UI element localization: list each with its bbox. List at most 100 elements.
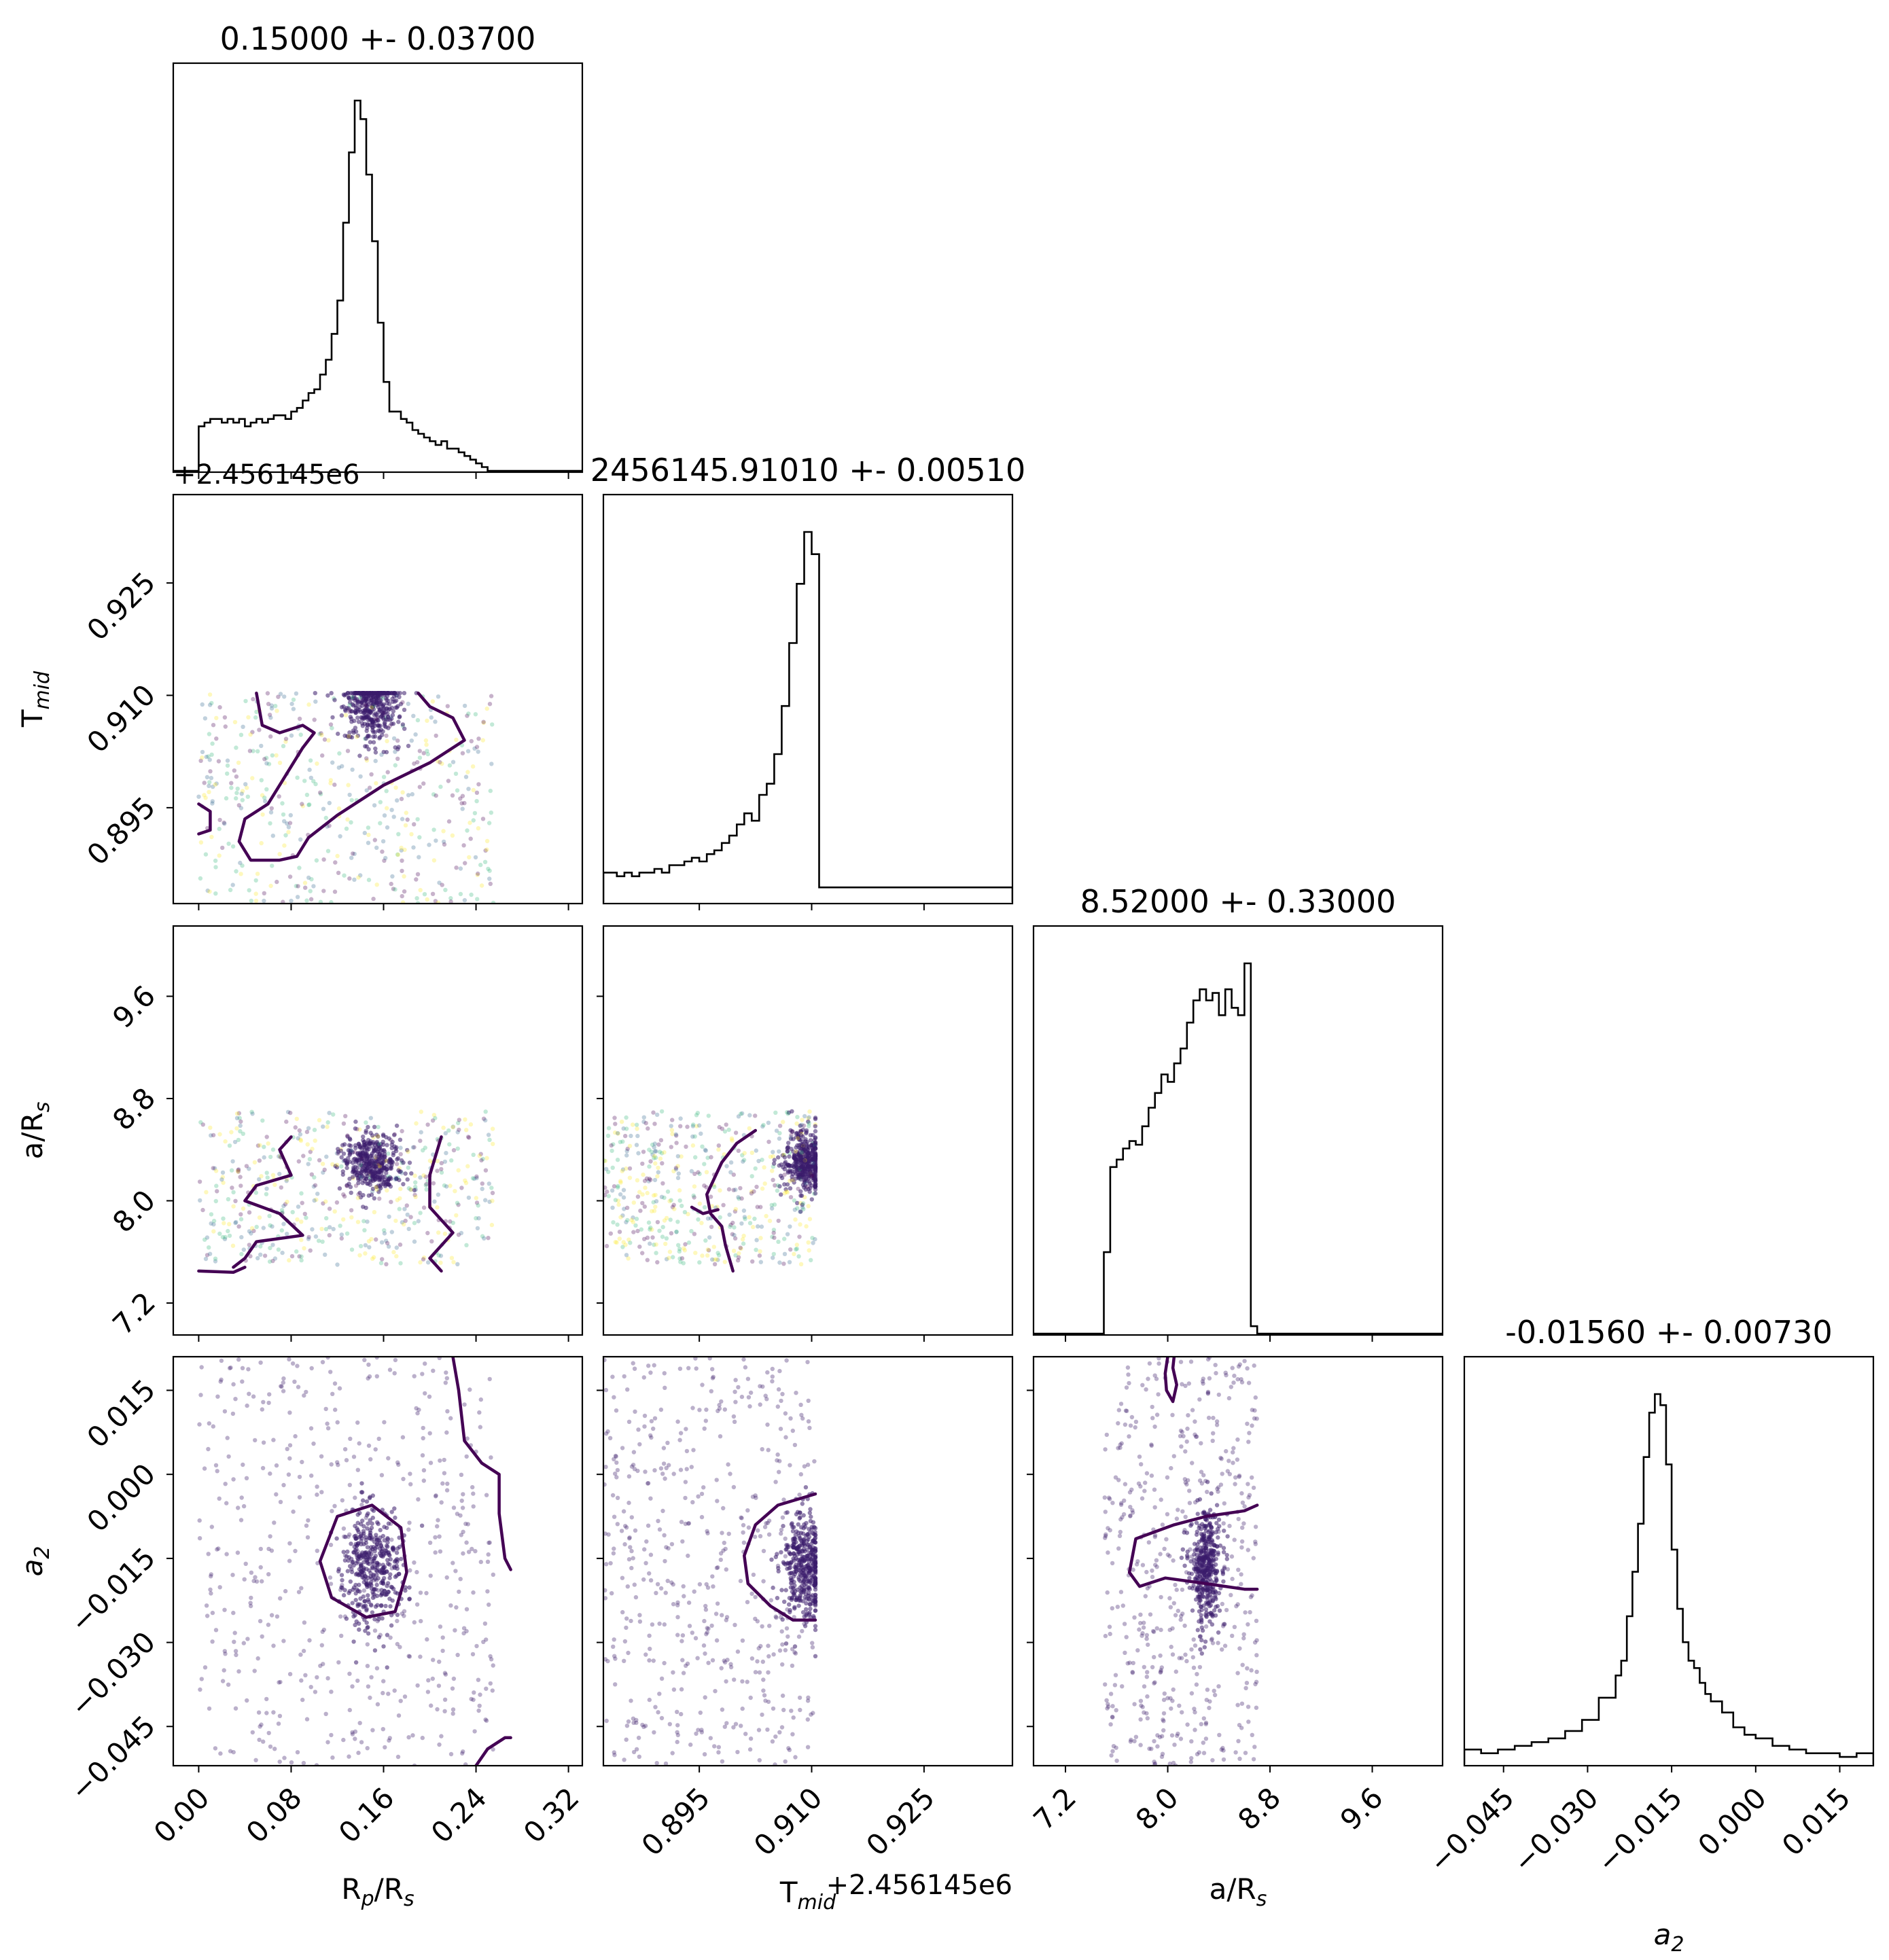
scatter-point xyxy=(400,900,406,904)
scatter-point xyxy=(327,1207,332,1211)
scatter-point xyxy=(410,1145,416,1150)
scatter-point xyxy=(466,1195,472,1200)
scatter-point xyxy=(345,1133,350,1138)
scatter-point xyxy=(1193,1419,1197,1424)
scatter-point xyxy=(1142,1684,1147,1689)
scatter-point xyxy=(437,1742,442,1747)
scatter-point xyxy=(363,1251,368,1256)
scatter-point xyxy=(631,1450,637,1455)
scatter-point xyxy=(647,1571,652,1576)
scatter-point xyxy=(397,1207,402,1211)
scatter-point xyxy=(267,1392,272,1397)
scatter-point xyxy=(650,1142,655,1147)
scatter-point xyxy=(357,1510,362,1516)
scatter-point xyxy=(792,1539,797,1545)
scatter-point xyxy=(1245,1666,1250,1671)
scatter-point xyxy=(660,1234,665,1239)
scatter-point xyxy=(226,1682,231,1687)
scatter-point xyxy=(1135,1648,1140,1653)
scatter-point xyxy=(756,1224,760,1229)
scatter-point xyxy=(416,1497,421,1502)
scatter-point xyxy=(1159,1497,1163,1502)
scatter-point xyxy=(363,1154,368,1159)
scatter-point xyxy=(696,1170,701,1175)
scatter-point xyxy=(417,1407,421,1412)
scatter-point xyxy=(656,1518,660,1523)
scatter-point xyxy=(705,1216,711,1221)
scatter-point xyxy=(1229,1592,1233,1597)
scatter-point xyxy=(341,1121,347,1126)
scatter-point xyxy=(200,1207,205,1213)
scatter-point xyxy=(655,1260,660,1265)
scatter-point xyxy=(270,1147,276,1152)
scatter-point xyxy=(679,1639,684,1643)
scatter-point xyxy=(1165,1475,1170,1480)
scatter-point xyxy=(279,1384,284,1389)
scatter-point xyxy=(616,1183,620,1189)
scatter-point xyxy=(802,1624,808,1628)
scatter-point xyxy=(213,1198,218,1204)
scatter-point xyxy=(698,1710,703,1715)
scatter-point xyxy=(760,1124,765,1129)
scatter-point xyxy=(291,707,296,711)
scatter-point xyxy=(389,881,393,887)
scatter-point xyxy=(392,1565,398,1570)
scatter-point xyxy=(325,1120,330,1125)
scatter-point xyxy=(746,1395,752,1400)
scatter-point xyxy=(612,1637,616,1642)
scatter-point xyxy=(316,1239,321,1243)
scatter-point xyxy=(382,1154,387,1159)
scatter-point xyxy=(648,1225,653,1230)
scatter-point xyxy=(1179,1555,1184,1561)
scatter-point xyxy=(798,1707,802,1713)
scatter-point xyxy=(277,852,282,857)
scatter-point xyxy=(427,1431,432,1436)
scatter-point xyxy=(321,1627,327,1633)
scatter-point xyxy=(731,1172,737,1177)
scatter-point xyxy=(287,1541,292,1546)
scatter-point xyxy=(210,801,215,806)
scatter-point xyxy=(418,888,423,893)
scatter-point xyxy=(240,789,245,794)
scatter-point xyxy=(647,1697,652,1703)
scatter-point xyxy=(749,1656,755,1661)
scatter-point xyxy=(646,1126,650,1131)
scatter-point xyxy=(361,1138,366,1143)
scatter-point xyxy=(366,1684,371,1689)
scatter-point xyxy=(208,769,213,774)
scatter-point xyxy=(673,1166,679,1172)
scatter-point xyxy=(355,1588,360,1593)
scatter-point xyxy=(217,1585,222,1590)
scatter-point xyxy=(1237,1474,1241,1479)
scatter-point xyxy=(1127,1380,1131,1386)
scatter-point xyxy=(603,1465,608,1469)
scatter-point xyxy=(221,1180,226,1186)
scatter-point xyxy=(666,1546,671,1551)
scatter-point xyxy=(475,1226,480,1231)
scatter-point xyxy=(359,700,364,705)
scatter-point xyxy=(255,872,260,876)
scatter-point xyxy=(790,1525,795,1530)
scatter-point xyxy=(478,1152,483,1156)
scatter-point xyxy=(685,1661,690,1666)
scatter-point xyxy=(330,1755,335,1760)
scatter-point xyxy=(1118,1590,1124,1594)
scatter-point xyxy=(376,718,381,723)
scatter-point xyxy=(781,1262,786,1266)
scatter-point xyxy=(676,1243,681,1248)
scatter-point xyxy=(414,1121,419,1126)
scatter-point xyxy=(787,1566,792,1571)
scatter-point xyxy=(461,1626,467,1631)
scatter-point xyxy=(705,1529,709,1533)
scatter-point xyxy=(203,1256,209,1262)
scatter-point xyxy=(636,1151,641,1156)
scatter-point xyxy=(393,1357,398,1363)
scatter-point xyxy=(438,1253,444,1258)
scatter-point xyxy=(240,1366,245,1371)
scatter-point xyxy=(631,1749,637,1755)
scatter-point xyxy=(648,1578,654,1583)
scatter-point xyxy=(319,1454,324,1459)
scatter-point xyxy=(323,1406,328,1412)
scatter-point xyxy=(435,1158,440,1164)
scatter-point xyxy=(349,1148,354,1153)
